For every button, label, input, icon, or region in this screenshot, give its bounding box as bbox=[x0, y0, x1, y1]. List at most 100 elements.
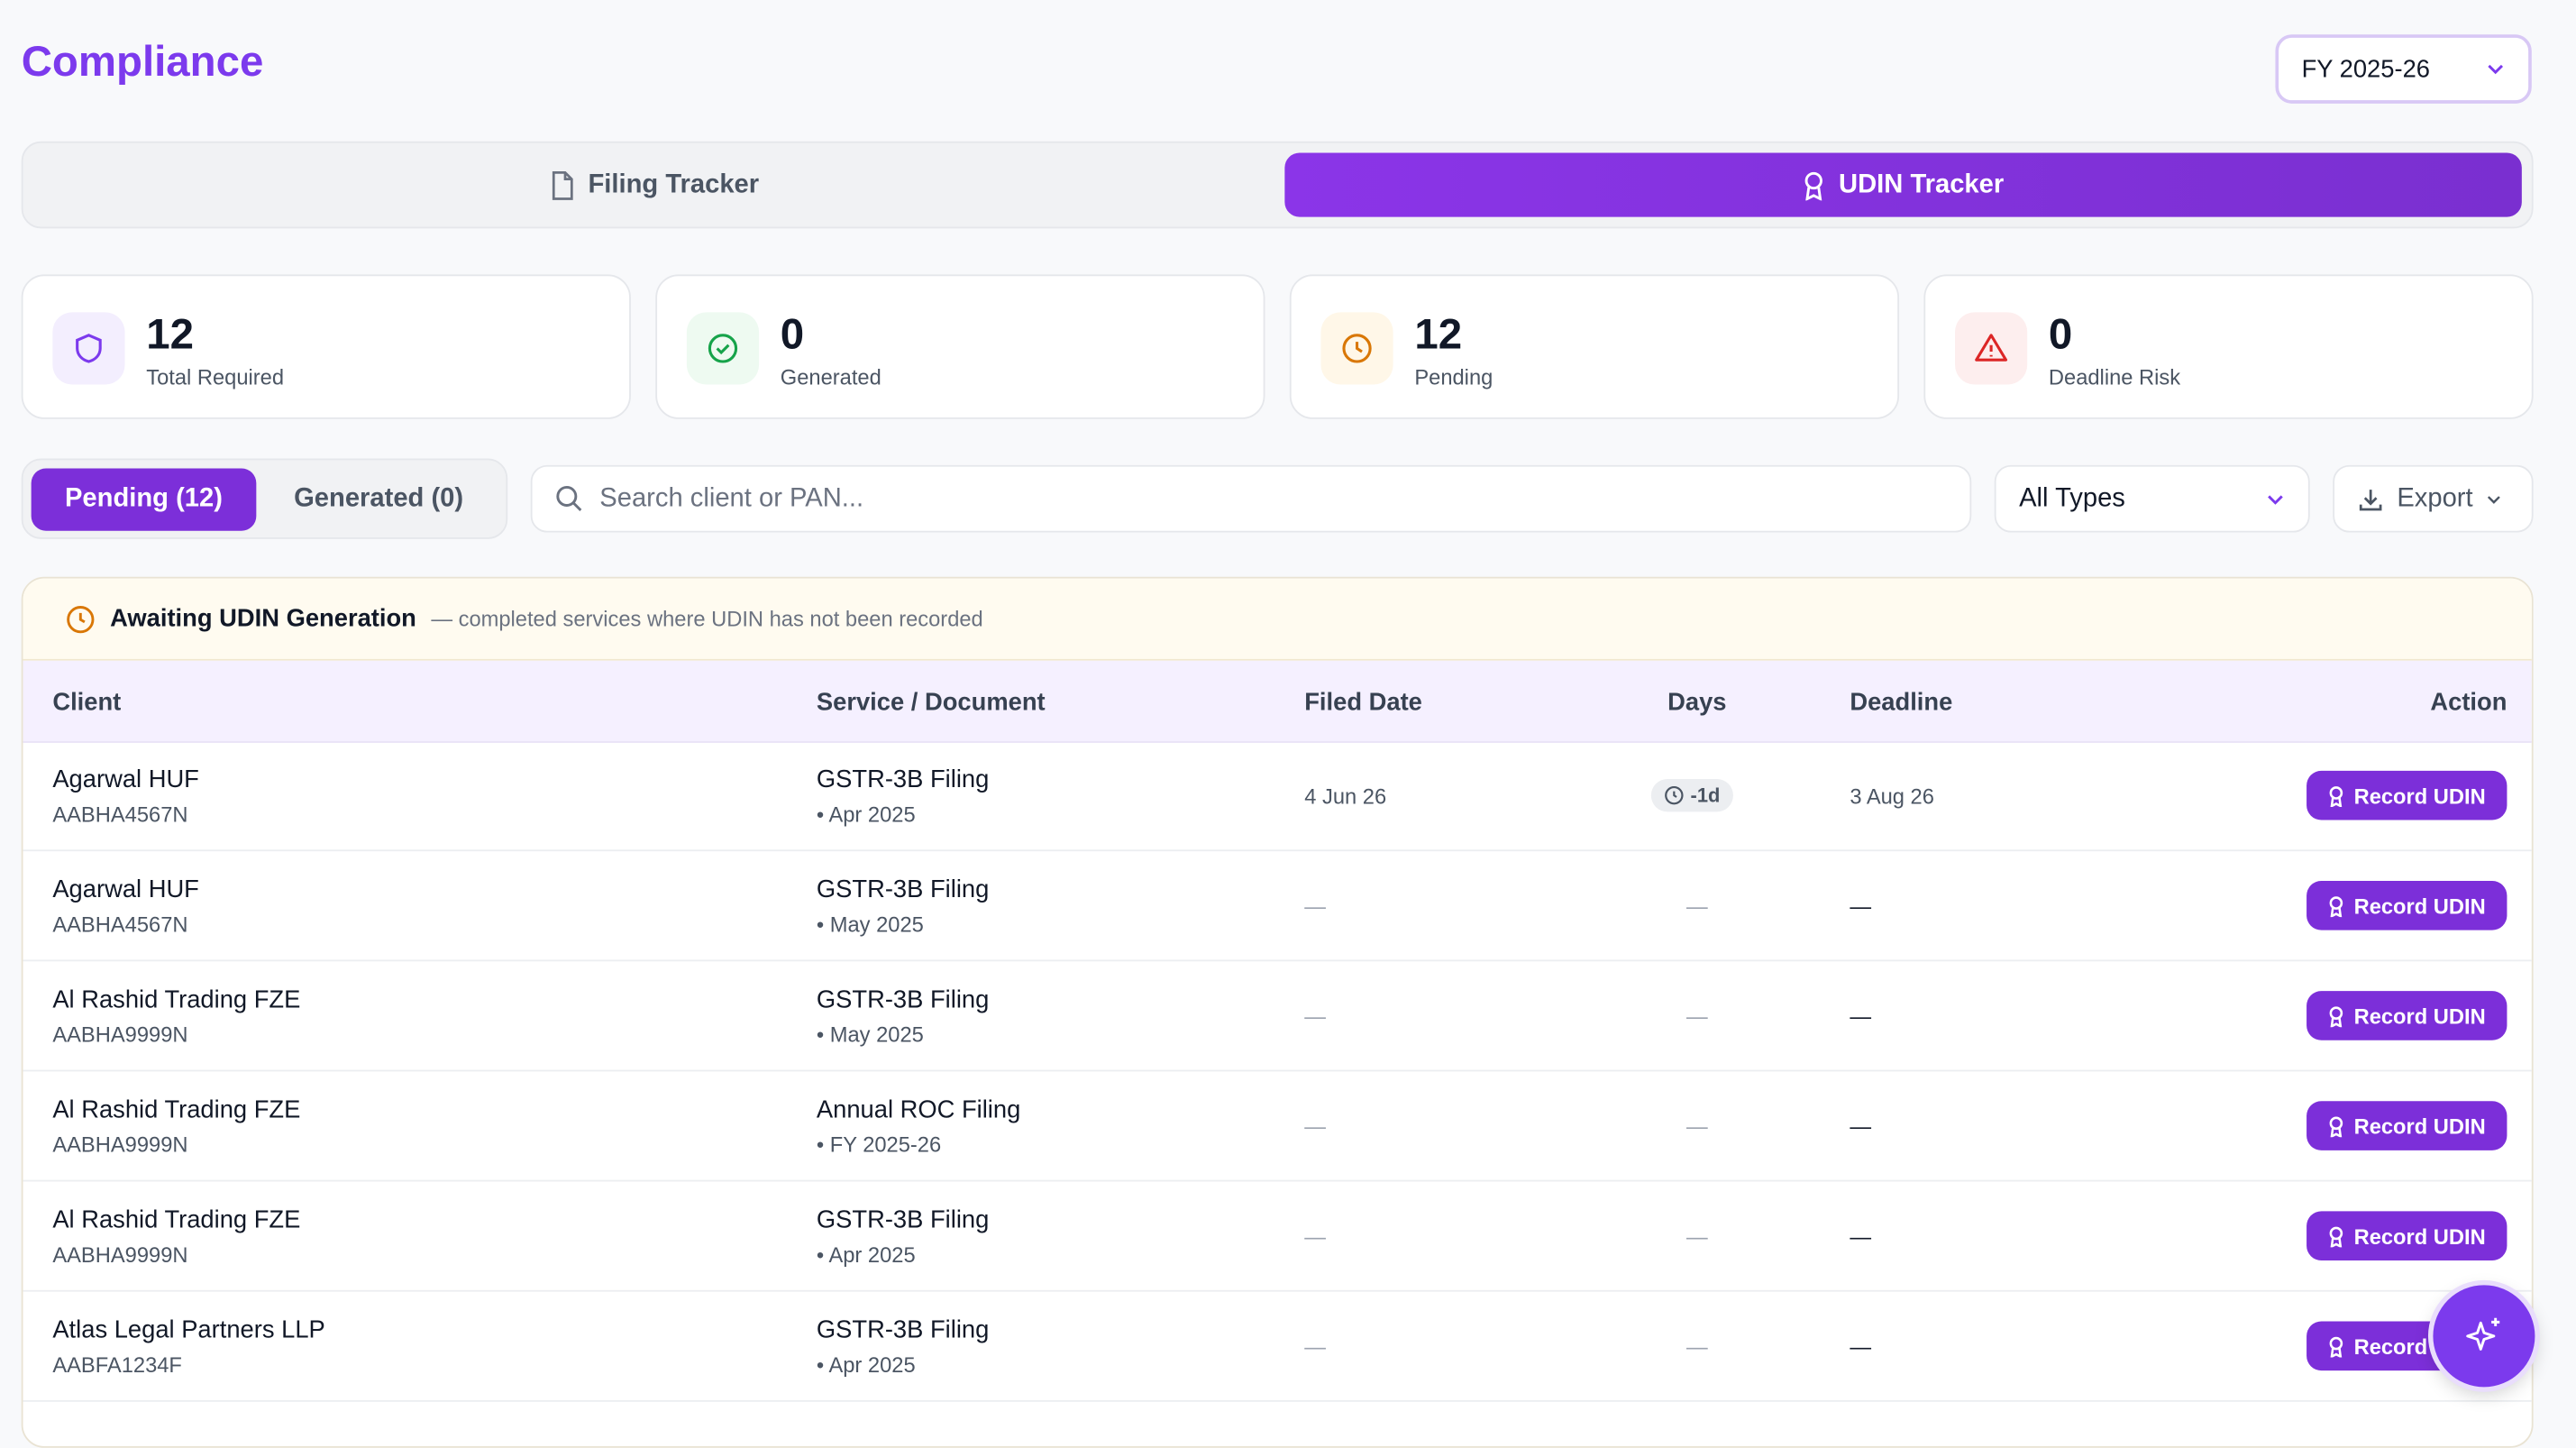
table-row: Al Rashid Trading FZE AABHA9999N GSTR-3B F… bbox=[23, 961, 2532, 1072]
service-period: • Apr 2025 bbox=[816, 1352, 916, 1378]
days: — bbox=[1686, 1334, 1708, 1360]
segment-control: Pending (12) Generated (0) bbox=[21, 458, 508, 539]
column-header: Client bbox=[52, 688, 122, 717]
tab[interactable]: Filing Tracker bbox=[23, 153, 1285, 217]
assistant-button[interactable] bbox=[2433, 1285, 2535, 1388]
record-udin-button[interactable]: Record UDIN bbox=[2306, 991, 2507, 1040]
search-icon bbox=[556, 485, 582, 511]
stat-card: 0 Generated bbox=[655, 274, 1265, 419]
stat-label: Pending bbox=[1414, 364, 1494, 389]
udin-section: Awaiting UDIN Generation — completed ser… bbox=[21, 576, 2534, 1448]
client-name: Agarwal HUF bbox=[52, 875, 199, 904]
button-label: Record UDIN bbox=[2353, 1003, 2486, 1029]
client-name: Agarwal HUF bbox=[52, 765, 199, 794]
stat-label: Total Required bbox=[146, 364, 285, 389]
stat-icon bbox=[52, 312, 125, 385]
client-pan: AABHA4567N bbox=[52, 802, 188, 827]
icon bbox=[76, 334, 102, 363]
filed-date: — bbox=[1304, 1113, 1326, 1140]
table-row: Al Rashid Trading FZE AABHA9999N GSTR-3B F… bbox=[23, 1182, 2532, 1292]
tab-label: UDIN Tracker bbox=[1839, 170, 2005, 198]
days: — bbox=[1686, 894, 1708, 919]
stat-value: 0 bbox=[780, 308, 805, 359]
service-name: GSTR-3B Filing bbox=[816, 1315, 990, 1344]
record-udin-button[interactable]: Record UDIN bbox=[2306, 770, 2507, 820]
service-period: • May 2025 bbox=[816, 912, 924, 937]
table-row: Al Rashid Trading FZE AABHA9999N Annual RO… bbox=[23, 1071, 2532, 1182]
service-period: • FY 2025-26 bbox=[816, 1132, 942, 1158]
section-header: Awaiting UDIN Generation — completed ser… bbox=[23, 578, 2532, 661]
filed-date: 4 Jun 26 bbox=[1304, 784, 1387, 809]
download-icon bbox=[2359, 489, 2382, 510]
days: — bbox=[1686, 1113, 1708, 1140]
deadline: 3 Aug 26 bbox=[1850, 784, 1934, 809]
days: — bbox=[1686, 1004, 1708, 1030]
clock-icon bbox=[1665, 785, 1684, 805]
service-name: GSTR-3B Filing bbox=[816, 1205, 990, 1234]
tab-label: Filing Tracker bbox=[588, 170, 760, 198]
client-pan: AABHA9999N bbox=[52, 1022, 188, 1048]
export-label: Export bbox=[2397, 483, 2473, 512]
table-row: Agarwal HUF AABHA4567N GSTR-3B Filing • May… bbox=[23, 851, 2532, 962]
filed-date: — bbox=[1304, 1004, 1326, 1030]
filed-date: — bbox=[1304, 1334, 1326, 1360]
deadline: — bbox=[1850, 1004, 1872, 1030]
icon bbox=[708, 334, 738, 363]
column-header: Filed Date bbox=[1304, 688, 1422, 717]
award-icon bbox=[2329, 1225, 2343, 1247]
stat-card: 12 Pending bbox=[1289, 274, 1900, 419]
button-label: Record UDIN bbox=[2353, 893, 2486, 918]
fy-select[interactable]: FY 2025-26 bbox=[2275, 34, 2532, 104]
export-button[interactable]: Export bbox=[2333, 464, 2534, 533]
client-name: Al Rashid Trading FZE bbox=[52, 985, 301, 1014]
chevron bbox=[2488, 64, 2504, 75]
award-icon bbox=[1805, 170, 1823, 200]
button-label: Record UDIN bbox=[2353, 1113, 2486, 1139]
service-name: Annual ROC Filing bbox=[816, 1095, 1021, 1124]
type-select[interactable]: All Types bbox=[1994, 464, 2310, 533]
type-label: All Types bbox=[2019, 483, 2125, 512]
record-udin-button[interactable]: Record UDIN bbox=[2306, 880, 2507, 930]
award-icon bbox=[2329, 785, 2343, 807]
award-icon bbox=[2329, 1335, 2343, 1357]
stat-value: 12 bbox=[146, 308, 194, 359]
stat-card: 0 Deadline Risk bbox=[1923, 274, 2534, 419]
stat-card: 12 Total Required bbox=[21, 274, 631, 419]
tab-bar: Filing Tracker UDIN Tracker bbox=[21, 141, 2534, 229]
deadline: — bbox=[1850, 1113, 1872, 1140]
service-name: GSTR-3B Filing bbox=[816, 985, 990, 1014]
search-placeholder: Search client or PAN... bbox=[599, 483, 864, 512]
clock-icon bbox=[67, 605, 95, 633]
column-header: Service / Document bbox=[816, 688, 1046, 717]
record-udin-button[interactable]: Record UDIN bbox=[2306, 1211, 2507, 1261]
client-name: Al Rashid Trading FZE bbox=[52, 1095, 301, 1124]
search-input[interactable]: Search client or PAN... bbox=[530, 464, 1972, 533]
deadline: — bbox=[1850, 1223, 1872, 1250]
days-value: -1d bbox=[1690, 784, 1721, 807]
days: — bbox=[1686, 1223, 1708, 1250]
days-badge: -1d bbox=[1650, 778, 1733, 812]
award-icon bbox=[2329, 1005, 2343, 1027]
deadline: — bbox=[1850, 1334, 1872, 1360]
segment-active[interactable]: Pending (12) bbox=[31, 468, 257, 531]
award-icon bbox=[2329, 895, 2343, 917]
record-udin-button[interactable]: Record UDIN bbox=[2306, 1101, 2507, 1150]
client-name: Al Rashid Trading FZE bbox=[52, 1205, 301, 1234]
table-header: Client Service / Document Filed Date Days De… bbox=[23, 660, 2532, 743]
stat-value: 0 bbox=[2048, 308, 2073, 359]
filed-date: — bbox=[1304, 894, 1326, 919]
client-pan: AABHA4567N bbox=[52, 912, 188, 937]
tab-active[interactable]: UDIN Tracker bbox=[1284, 152, 2522, 217]
table-row: Agarwal HUF AABHA4567N GSTR-3B Filing • Apr… bbox=[23, 741, 2532, 852]
icon bbox=[1342, 334, 1372, 363]
segment[interactable]: Generated (0) bbox=[294, 484, 464, 513]
stat-value: 12 bbox=[1414, 308, 1463, 359]
service-period: • May 2025 bbox=[816, 1022, 924, 1048]
button-label: Record UDIN bbox=[2353, 783, 2486, 808]
client-pan: AABHA9999N bbox=[52, 1132, 188, 1158]
table-row: Atlas Legal Partners LLP AABFA1234F GSTR-3… bbox=[23, 1292, 2532, 1402]
column-header: Action bbox=[2430, 688, 2507, 717]
client-name: Atlas Legal Partners LLP bbox=[52, 1315, 325, 1344]
service-period: • Apr 2025 bbox=[816, 1242, 916, 1268]
